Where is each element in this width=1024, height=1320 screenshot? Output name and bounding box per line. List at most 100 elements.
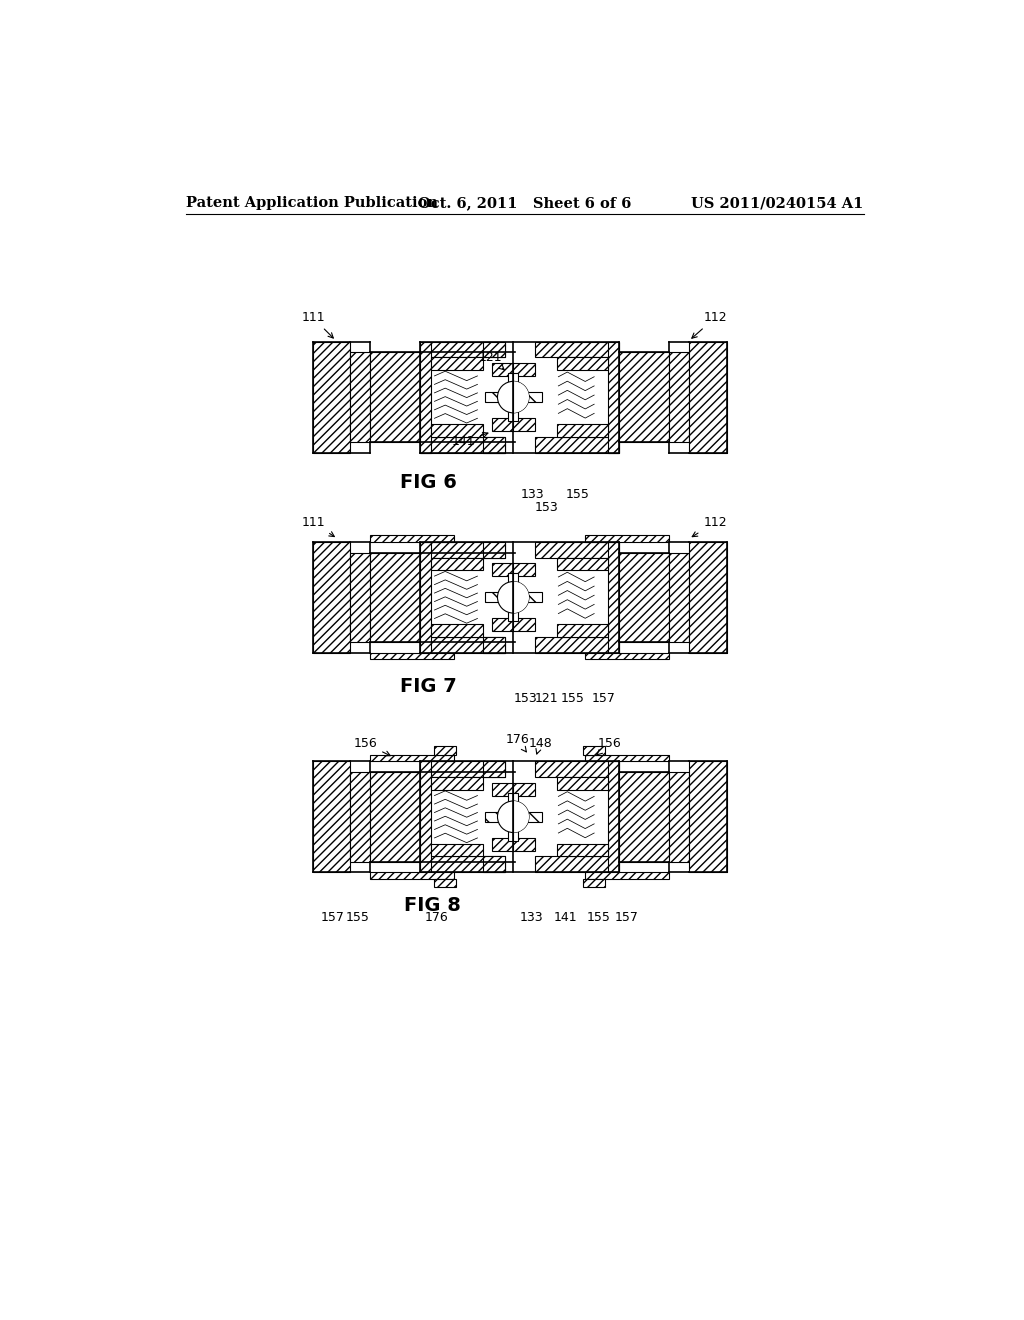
- Text: 112: 112: [692, 516, 727, 537]
- Text: 133: 133: [521, 488, 545, 502]
- Bar: [492, 838, 535, 851]
- Bar: [586, 653, 670, 659]
- Bar: [431, 843, 482, 857]
- Bar: [689, 762, 727, 873]
- Bar: [312, 762, 350, 873]
- Text: 156: 156: [597, 737, 622, 755]
- Circle shape: [498, 801, 529, 833]
- Text: 155: 155: [345, 911, 370, 924]
- Bar: [508, 573, 518, 622]
- Bar: [620, 772, 670, 862]
- Bar: [608, 342, 620, 453]
- Wedge shape: [513, 801, 529, 833]
- Text: 121: 121: [535, 692, 558, 705]
- Bar: [370, 653, 454, 659]
- Bar: [350, 553, 370, 642]
- Text: Patent Application Publication: Patent Application Publication: [186, 197, 438, 210]
- Bar: [557, 777, 608, 789]
- Text: FIG 7: FIG 7: [400, 677, 457, 696]
- Wedge shape: [513, 381, 529, 413]
- Bar: [370, 772, 420, 862]
- Text: 111: 111: [301, 312, 333, 338]
- Bar: [483, 437, 505, 453]
- Text: 141: 141: [452, 433, 487, 449]
- Bar: [431, 777, 482, 789]
- Bar: [434, 746, 456, 755]
- Bar: [508, 374, 518, 421]
- Bar: [620, 352, 670, 442]
- Bar: [483, 857, 505, 873]
- Bar: [420, 541, 431, 653]
- Bar: [370, 352, 420, 442]
- Text: 155: 155: [565, 488, 590, 502]
- Bar: [483, 342, 505, 358]
- Bar: [608, 541, 620, 653]
- Bar: [492, 564, 535, 576]
- Bar: [420, 342, 431, 453]
- Bar: [483, 762, 505, 777]
- Text: 112: 112: [692, 312, 727, 338]
- Bar: [370, 536, 454, 541]
- Bar: [689, 342, 727, 453]
- Bar: [492, 619, 535, 631]
- Text: 157: 157: [614, 911, 639, 924]
- Bar: [557, 624, 608, 638]
- Bar: [557, 557, 608, 570]
- Bar: [557, 424, 608, 437]
- Bar: [370, 873, 454, 879]
- Bar: [484, 812, 542, 822]
- Text: 157: 157: [321, 911, 345, 924]
- Bar: [508, 793, 518, 841]
- Bar: [492, 783, 535, 796]
- Bar: [670, 772, 689, 862]
- Circle shape: [498, 381, 529, 413]
- Bar: [620, 553, 670, 642]
- Text: 121: 121: [478, 351, 504, 370]
- Bar: [431, 424, 482, 437]
- Bar: [350, 772, 370, 862]
- Bar: [483, 638, 505, 653]
- Bar: [586, 755, 670, 762]
- Bar: [670, 352, 689, 442]
- Text: 157: 157: [592, 692, 615, 705]
- Bar: [535, 857, 620, 873]
- Bar: [483, 541, 505, 557]
- Bar: [420, 342, 505, 358]
- Text: 148: 148: [528, 737, 552, 754]
- Bar: [420, 541, 505, 557]
- Bar: [420, 762, 505, 777]
- Bar: [584, 746, 605, 755]
- Bar: [535, 762, 620, 777]
- Text: 156: 156: [353, 737, 390, 756]
- Bar: [431, 358, 482, 370]
- Wedge shape: [513, 582, 529, 612]
- Circle shape: [498, 582, 529, 612]
- Text: Oct. 6, 2011   Sheet 6 of 6: Oct. 6, 2011 Sheet 6 of 6: [418, 197, 632, 210]
- Bar: [312, 541, 350, 653]
- Text: 153: 153: [513, 692, 537, 705]
- Bar: [492, 363, 535, 376]
- Text: US 2011/0240154 A1: US 2011/0240154 A1: [691, 197, 863, 210]
- Text: 153: 153: [535, 502, 558, 513]
- Bar: [350, 352, 370, 442]
- Bar: [586, 873, 670, 879]
- Bar: [434, 879, 456, 887]
- Bar: [670, 553, 689, 642]
- Text: 141: 141: [553, 911, 577, 924]
- Bar: [431, 557, 482, 570]
- Bar: [370, 553, 420, 642]
- Bar: [312, 342, 350, 453]
- Bar: [535, 638, 620, 653]
- Text: 133: 133: [519, 911, 543, 924]
- Bar: [608, 762, 620, 873]
- Bar: [535, 541, 620, 557]
- Text: 155: 155: [587, 911, 610, 924]
- Text: 176: 176: [425, 911, 449, 924]
- Text: FIG 6: FIG 6: [400, 473, 457, 492]
- Bar: [557, 358, 608, 370]
- Bar: [586, 536, 670, 541]
- Bar: [689, 541, 727, 653]
- Bar: [535, 342, 620, 358]
- Bar: [584, 879, 605, 887]
- Bar: [492, 418, 535, 432]
